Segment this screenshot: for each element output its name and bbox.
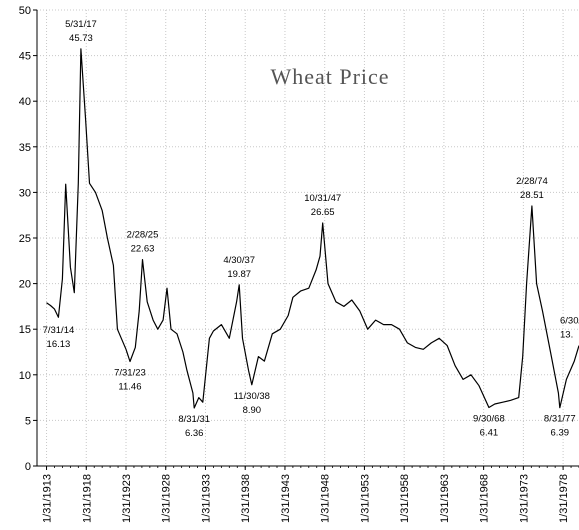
y-tick-label: 20 [19,279,31,291]
annotation-date-label: 8/31/31 [178,414,210,425]
x-tick-label: 1/31/1943 [280,474,292,523]
chart-title: Wheat Price [270,64,389,89]
x-tick-label: 1/31/1923 [121,474,133,523]
annotation-value-label: 22.63 [131,244,155,255]
x-tick-label: 1/31/1978 [558,474,570,523]
y-tick-label: 50 [19,5,31,17]
x-tick-labels: 1/31/1913 1/31/1918 1/31/1923 1/31/1928 1/31… [42,474,571,523]
x-tick-label: 1/31/1958 [399,474,411,523]
annotation-value-label: 28.51 [520,190,544,201]
annotation-value-label: 6.39 [551,428,570,439]
x-tick-label: 1/31/1973 [518,474,530,523]
y-tick-label: 45 [19,51,31,63]
annotation-value-label: 13. [560,330,573,341]
x-tick-label: 1/31/1963 [439,474,451,523]
x-tick-label: 1/31/1918 [81,474,93,523]
x-tick-label: 1/31/1948 [320,474,332,523]
annotation-date-label: 2/28/74 [516,176,548,187]
annotation-value-label: 11.46 [118,381,141,392]
annotation-value-label: 6.36 [185,428,204,439]
annotation-date-label: 2/28/25 [127,230,159,241]
series-line [46,48,579,409]
y-tick-label: 40 [19,96,31,108]
y-tick-label: 30 [19,187,31,199]
annotation-date-label: 9/30/68 [473,414,505,425]
annotation-date-label: 5/31/17 [65,19,97,30]
annotation-value-label: 16.13 [47,339,71,350]
annotation-date-label: 11/30/38 [234,391,270,402]
annotation-date-label: 6/30/ [560,316,579,327]
y-tick-label: 0 [25,461,31,473]
x-tick-label: 1/31/1933 [200,474,212,523]
y-tick-label: 25 [19,233,31,245]
annotation-date-label: 7/31/23 [114,367,146,378]
y-tick-labels: 0 5 10 15 20 25 30 35 40 45 50 [19,5,31,473]
annotation-date-label: 10/31/47 [304,193,341,204]
y-tick-label: 15 [19,324,31,336]
y-tick-label: 10 [19,370,31,382]
x-tick-label: 1/31/1968 [479,474,491,523]
grid-lines [37,9,579,466]
x-tick-label: 1/31/1928 [161,474,173,523]
annotation-date-label: 4/30/37 [223,255,255,266]
x-tick-label: 1/31/1938 [240,474,252,523]
axes [33,9,579,470]
annotation-value-label: 19.87 [227,269,251,280]
annotation-value-label: 26.65 [311,207,335,218]
x-tick-label: 1/31/1953 [359,474,371,523]
annotation-value-label: 6.41 [480,428,499,439]
annotation-value-label: 45.73 [69,33,93,44]
annotation-layer: 5/31/17 45.73 7/31/14 16.13 2/28/25 22.63 7/31… [43,19,579,439]
annotation-value-label: 8.90 [243,405,262,416]
y-tick-label: 35 [19,142,31,154]
annotation-date-label: 8/31/77 [544,414,576,425]
y-tick-label: 5 [25,415,31,427]
series-layer [46,48,579,409]
x-tick-label: 1/31/1913 [42,474,54,523]
annotation-date-label: 7/31/14 [43,325,75,336]
